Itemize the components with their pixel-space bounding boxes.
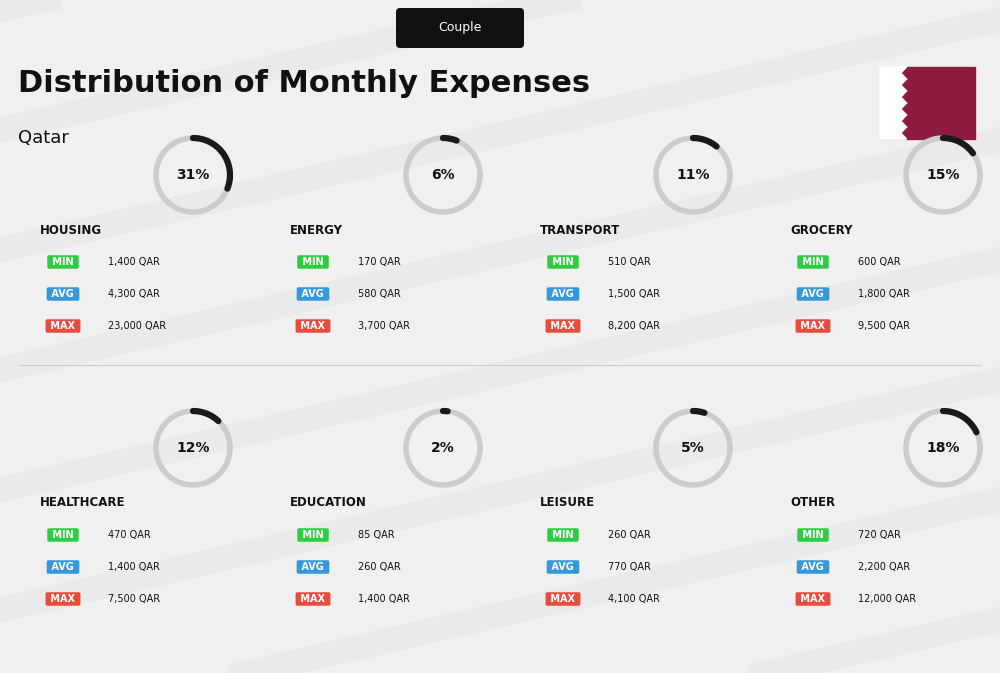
Text: 3,700 QAR: 3,700 QAR: [358, 321, 410, 331]
Text: MAX: MAX: [547, 321, 579, 331]
Text: MIN: MIN: [549, 530, 577, 540]
Text: 6%: 6%: [431, 168, 455, 182]
Text: 1,400 QAR: 1,400 QAR: [108, 562, 160, 572]
Text: 7,500 QAR: 7,500 QAR: [108, 594, 160, 604]
Text: 12,000 QAR: 12,000 QAR: [858, 594, 916, 604]
FancyBboxPatch shape: [396, 8, 524, 48]
Text: TRANSPORT: TRANSPORT: [540, 223, 620, 236]
Text: 11%: 11%: [676, 168, 710, 182]
Text: MAX: MAX: [47, 321, 79, 331]
Text: 9,500 QAR: 9,500 QAR: [858, 321, 910, 331]
Text: 4,100 QAR: 4,100 QAR: [608, 594, 660, 604]
Text: AVG: AVG: [548, 562, 578, 572]
Text: 470 QAR: 470 QAR: [108, 530, 151, 540]
Text: Qatar: Qatar: [18, 129, 69, 147]
Text: MAX: MAX: [797, 594, 829, 604]
Text: 18%: 18%: [926, 441, 960, 455]
Text: MIN: MIN: [799, 530, 827, 540]
Text: Distribution of Monthly Expenses: Distribution of Monthly Expenses: [18, 69, 590, 98]
Text: MIN: MIN: [49, 257, 77, 267]
Text: 5%: 5%: [681, 441, 705, 455]
Text: 170 QAR: 170 QAR: [358, 257, 401, 267]
Text: MAX: MAX: [47, 594, 79, 604]
Text: 8,200 QAR: 8,200 QAR: [608, 321, 660, 331]
Text: HOUSING: HOUSING: [40, 223, 102, 236]
Text: MAX: MAX: [797, 321, 829, 331]
Text: ENERGY: ENERGY: [290, 223, 343, 236]
Text: 23,000 QAR: 23,000 QAR: [108, 321, 166, 331]
Text: 770 QAR: 770 QAR: [608, 562, 651, 572]
Text: 260 QAR: 260 QAR: [358, 562, 401, 572]
Text: 580 QAR: 580 QAR: [358, 289, 401, 299]
Text: 15%: 15%: [926, 168, 960, 182]
Text: 4,300 QAR: 4,300 QAR: [108, 289, 160, 299]
Text: LEISURE: LEISURE: [540, 497, 595, 509]
Text: 720 QAR: 720 QAR: [858, 530, 901, 540]
Text: GROCERY: GROCERY: [790, 223, 852, 236]
FancyBboxPatch shape: [880, 67, 975, 139]
Text: AVG: AVG: [548, 289, 578, 299]
Text: EDUCATION: EDUCATION: [290, 497, 367, 509]
Text: 85 QAR: 85 QAR: [358, 530, 395, 540]
Text: AVG: AVG: [48, 562, 78, 572]
Text: AVG: AVG: [298, 562, 328, 572]
Text: 1,400 QAR: 1,400 QAR: [358, 594, 410, 604]
Text: MAX: MAX: [297, 594, 329, 604]
Polygon shape: [907, 67, 975, 139]
Text: AVG: AVG: [298, 289, 328, 299]
Text: 12%: 12%: [176, 441, 210, 455]
Text: MIN: MIN: [299, 257, 327, 267]
Text: 260 QAR: 260 QAR: [608, 530, 651, 540]
Text: 2,200 QAR: 2,200 QAR: [858, 562, 910, 572]
Text: MAX: MAX: [547, 594, 579, 604]
Text: MIN: MIN: [549, 257, 577, 267]
FancyBboxPatch shape: [907, 67, 975, 139]
Text: MIN: MIN: [299, 530, 327, 540]
Text: Couple: Couple: [438, 22, 482, 34]
Text: 510 QAR: 510 QAR: [608, 257, 651, 267]
Text: AVG: AVG: [798, 289, 828, 299]
Text: MIN: MIN: [799, 257, 827, 267]
Text: AVG: AVG: [798, 562, 828, 572]
Polygon shape: [880, 67, 907, 139]
Text: AVG: AVG: [48, 289, 78, 299]
Text: HEALTHCARE: HEALTHCARE: [40, 497, 126, 509]
Text: MIN: MIN: [49, 530, 77, 540]
Text: 31%: 31%: [176, 168, 210, 182]
Text: MAX: MAX: [297, 321, 329, 331]
Text: 1,500 QAR: 1,500 QAR: [608, 289, 660, 299]
Text: 600 QAR: 600 QAR: [858, 257, 901, 267]
Text: 1,400 QAR: 1,400 QAR: [108, 257, 160, 267]
Text: OTHER: OTHER: [790, 497, 835, 509]
Text: 2%: 2%: [431, 441, 455, 455]
Text: 1,800 QAR: 1,800 QAR: [858, 289, 910, 299]
